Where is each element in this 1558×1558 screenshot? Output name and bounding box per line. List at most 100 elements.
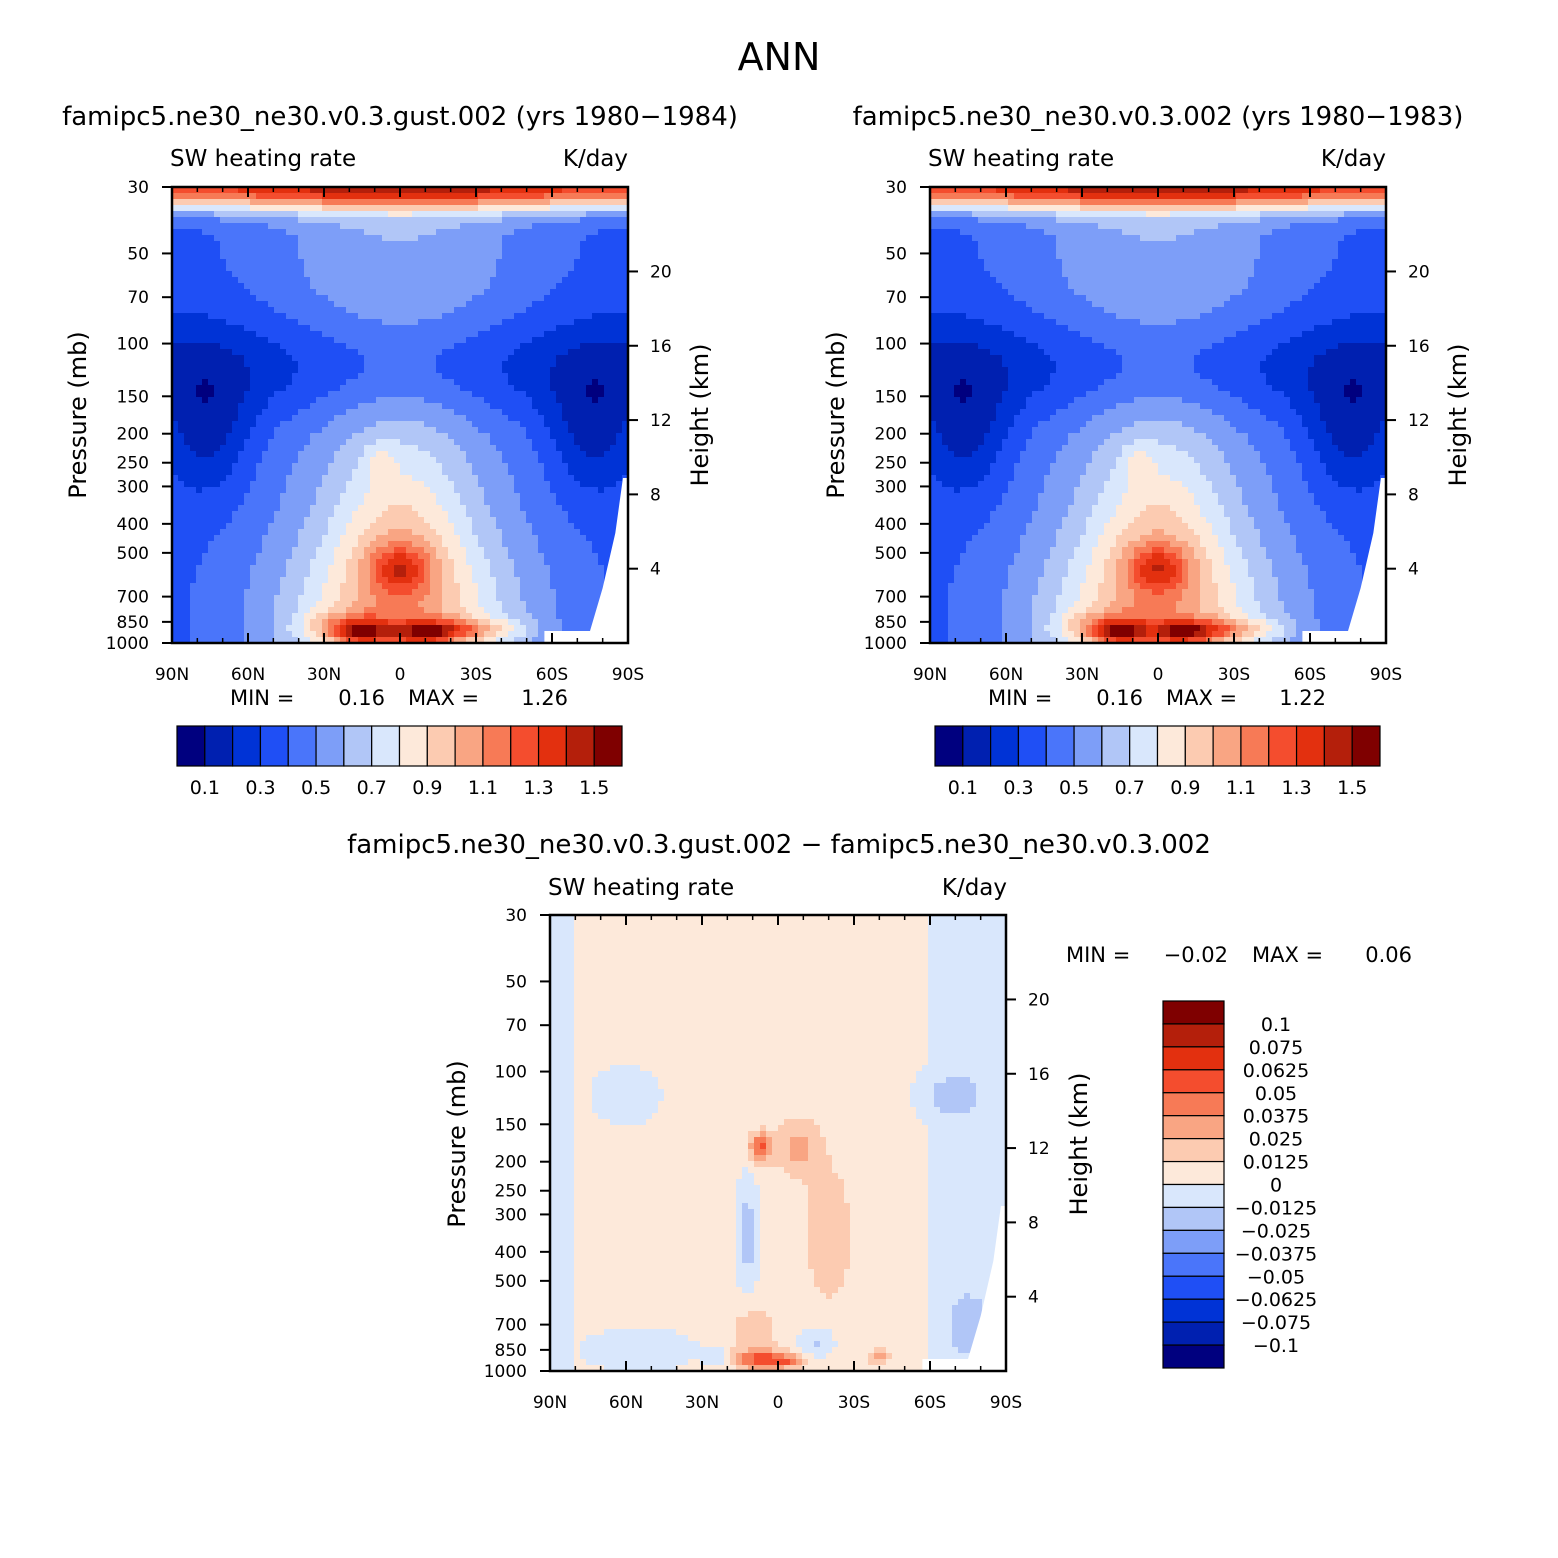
y-tick-label: 700	[875, 588, 907, 608]
colorbar-box	[1162, 1046, 1225, 1071]
y-tick-label: 500	[495, 1272, 527, 1292]
colorbar-label: 0.7	[357, 777, 387, 799]
y-tick-label: 700	[495, 1316, 527, 1336]
colorbar-box	[1268, 725, 1298, 767]
x-tick-label: 90N	[155, 665, 189, 685]
y-tick-label: 400	[117, 515, 149, 535]
colorbar-box	[1162, 1206, 1225, 1231]
colorbar-label: 0.0625	[1243, 1060, 1309, 1082]
y-axis-label: Pressure (mb)	[443, 1060, 471, 1227]
min-label: MIN =	[988, 686, 1052, 710]
min-value: 0.16	[1096, 686, 1143, 710]
x-tick-label: 0	[395, 665, 406, 685]
x-tick-label: 30S	[1218, 665, 1250, 685]
y-tick-label: 850	[117, 613, 149, 633]
y-tick-label: 250	[875, 454, 907, 474]
height-tick-label: 20	[1408, 262, 1430, 282]
colorbar: 0.1 0.3 0.5 0.7 0.9 1.1 1.3 1.5	[934, 725, 1381, 799]
y-tick-label: 50	[505, 972, 527, 992]
colorbar-box	[1101, 725, 1131, 767]
min-label: MIN =	[230, 686, 294, 710]
colorbar-box	[343, 725, 373, 767]
colorbar-label: 1.1	[468, 777, 498, 799]
plot-area: 90N 60N 30N 0 30S 60S 90S 30 50 70 100 150 200 250 300…	[484, 906, 1050, 1413]
colorbar-label: 0.1	[1261, 1014, 1291, 1036]
colorbar-label: 0.5	[301, 777, 331, 799]
x-tick-label: 30N	[1065, 665, 1099, 685]
height-tick-label: 12	[650, 411, 672, 431]
colorbar-label: −0.0125	[1235, 1197, 1317, 1219]
y-tick-label: 300	[495, 1205, 527, 1225]
height-tick-label: 20	[1028, 990, 1050, 1010]
x-tick-label: 90S	[612, 665, 644, 685]
min-label: MIN =	[1066, 943, 1130, 967]
colorbar-box	[1162, 1321, 1225, 1346]
colorbar-box	[176, 725, 206, 767]
colorbar-box	[1017, 725, 1047, 767]
colorbar-box	[537, 725, 567, 767]
colorbar-box	[1162, 1160, 1225, 1186]
colorbar-box	[1156, 725, 1186, 767]
colorbar-label: −0.05	[1247, 1266, 1305, 1288]
colorbar-label: 1.3	[1281, 777, 1311, 799]
y-tick-label: 50	[127, 244, 149, 264]
x-tick-label: 30S	[838, 1393, 870, 1413]
x-tick-label: 0	[773, 1393, 784, 1413]
colorbar-box	[315, 725, 345, 767]
colorbar: 0.1 0.3 0.5 0.7 0.9 1.1 1.3 1.5	[176, 725, 623, 799]
panel-case1: famipc5.ne30_ne30.v0.3.gust.002 (yrs 198…	[62, 102, 738, 799]
height-tick-label: 12	[1408, 411, 1430, 431]
colorbar-box	[1162, 1344, 1225, 1369]
height-tick-label: 16	[650, 337, 672, 357]
y-tick-label: 300	[875, 477, 907, 497]
y-axis-label: Pressure (mb)	[64, 331, 92, 498]
colorbar-box	[1162, 1275, 1225, 1300]
y-right-axis-label: Height (km)	[1444, 344, 1472, 487]
height-tick-label: 8	[650, 485, 661, 505]
y-tick-label: 70	[127, 288, 149, 308]
y-tick-label: 30	[127, 178, 149, 198]
colorbar-box	[1073, 725, 1103, 767]
x-tick-label: 30N	[685, 1393, 719, 1413]
variable-label: SW heating rate	[548, 875, 734, 901]
colorbar-label: −0.1	[1253, 1335, 1299, 1357]
y-tick-label: 150	[875, 387, 907, 407]
colorbar-label: 0.1	[948, 777, 978, 799]
colorbar-box	[593, 725, 623, 767]
colorbar-label: 0.075	[1249, 1037, 1303, 1059]
y-tick-label: 850	[495, 1341, 527, 1361]
units-label: K/day	[942, 875, 1007, 901]
x-tick-label: 30N	[307, 665, 341, 685]
colorbar-box	[398, 725, 428, 767]
y-tick-label: 1000	[106, 634, 149, 654]
y-right-axis-label: Height (km)	[686, 344, 714, 487]
colorbar-label: 1.5	[1337, 777, 1367, 799]
y-tick-label: 150	[495, 1115, 527, 1135]
colorbar-label: 0.3	[245, 777, 275, 799]
x-tick-label: 60N	[231, 665, 265, 685]
colorbar-label: −0.0375	[1235, 1243, 1317, 1265]
height-tick-label: 4	[1408, 560, 1419, 580]
season-title: ANN	[738, 35, 821, 79]
y-tick-label: 250	[117, 454, 149, 474]
height-tick-label: 8	[1028, 1213, 1039, 1233]
y-right-axis-label: Height (km)	[1065, 1073, 1093, 1216]
colorbar-label: 0.025	[1249, 1129, 1303, 1151]
colorbar-box	[1162, 1252, 1225, 1277]
plot-area: 90N 60N 30N 0 30S 60S 90S 30 50 70 100 150 200 250 300…	[864, 178, 1430, 685]
y-tick-label: 30	[505, 906, 527, 926]
colorbar-label: 0.9	[412, 777, 442, 799]
height-tick-label: 8	[1408, 485, 1419, 505]
y-tick-label: 500	[875, 544, 907, 564]
plot-area: 90N 60N 30N 0 30S 60S 90S 30 50 70 100 150 200 250 300…	[106, 178, 672, 685]
colorbar-box	[1162, 1069, 1225, 1094]
colorbar-box	[232, 725, 262, 767]
height-tick-label: 4	[650, 560, 661, 580]
colorbar-label: 0	[1270, 1175, 1282, 1197]
colorbar-box	[287, 725, 317, 767]
colorbar-box	[204, 725, 234, 767]
colorbar-box	[1184, 725, 1214, 767]
colorbar-label: 0.7	[1115, 777, 1145, 799]
y-tick-label: 50	[885, 244, 907, 264]
